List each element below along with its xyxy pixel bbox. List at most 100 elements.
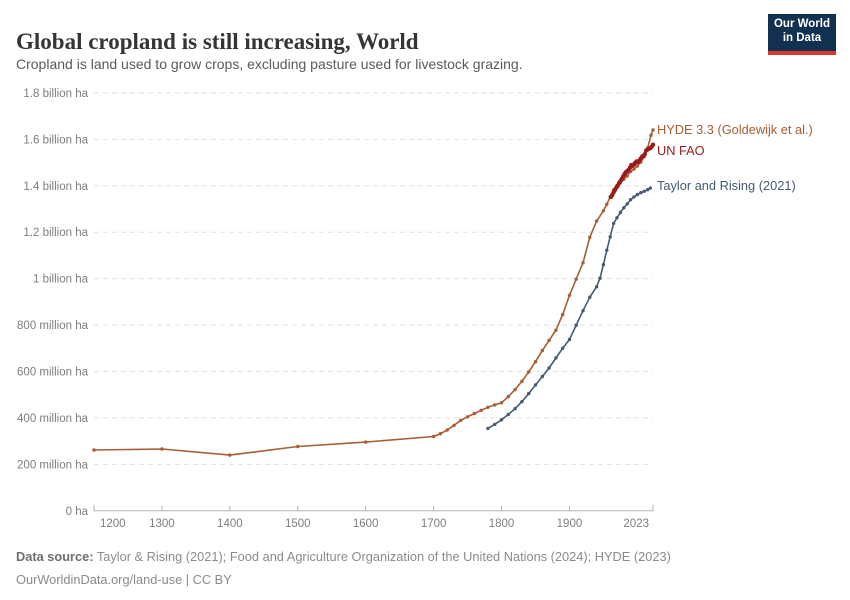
data-point-taylor-and-rising-2021: [605, 248, 609, 252]
data-point-hyde-3-3-goldewijk-et-al: [493, 403, 497, 407]
data-point-hyde-3-3-goldewijk-et-al: [486, 405, 490, 409]
series-line-hyde-3-3-goldewijk-et-al[interactable]: [93, 129, 654, 456]
y-axis-tick-label: 200 million ha: [17, 459, 89, 471]
data-point-hyde-3-3-goldewijk-et-al: [561, 312, 565, 317]
x-axis-tick-label: 2023: [623, 518, 649, 530]
x-axis-tick-label: 1600: [353, 518, 379, 530]
data-point-hyde-3-3-goldewijk-et-al: [296, 444, 300, 449]
data-point-hyde-3-3-goldewijk-et-al: [651, 128, 655, 132]
data-source-label: Data source:: [16, 549, 94, 564]
y-axis-tick-label: 1 billion ha: [33, 274, 89, 286]
data-point-hyde-3-3-goldewijk-et-al: [160, 447, 164, 451]
data-point-taylor-and-rising-2021: [567, 337, 572, 342]
y-axis-tick-label: 400 million ha: [17, 413, 89, 425]
data-point-hyde-3-3-goldewijk-et-al: [506, 394, 510, 399]
data-point-hyde-3-3-goldewijk-et-al: [459, 418, 463, 422]
data-point-taylor-and-rising-2021: [632, 195, 636, 199]
data-point-hyde-3-3-goldewijk-et-al: [364, 440, 368, 444]
x-axis-tick-label: 1900: [557, 518, 583, 530]
data-point-taylor-and-rising-2021: [639, 191, 643, 195]
data-point-taylor-and-rising-2021: [581, 309, 585, 313]
data-point-taylor-and-rising-2021: [628, 198, 633, 202]
data-point-hyde-3-3-goldewijk-et-al: [601, 209, 606, 213]
data-point-hyde-3-3-goldewijk-et-al: [632, 167, 636, 171]
data-point-hyde-3-3-goldewijk-et-al: [228, 453, 232, 457]
x-axis-tick-label: 1300: [149, 518, 175, 530]
data-point-hyde-3-3-goldewijk-et-al: [533, 360, 538, 364]
data-point-taylor-and-rising-2021: [611, 221, 616, 226]
y-axis-tick-label: 1.4 billion ha: [23, 181, 88, 193]
data-point-taylor-and-rising-2021: [574, 323, 578, 327]
data-point-taylor-and-rising-2021: [588, 295, 592, 299]
data-point-hyde-3-3-goldewijk-et-al: [574, 277, 578, 281]
data-point-taylor-and-rising-2021: [601, 263, 606, 267]
data-point-hyde-3-3-goldewijk-et-al: [92, 448, 96, 452]
x-axis-line: [93, 504, 654, 512]
x-axis-tick-label: 1500: [285, 518, 311, 530]
owid-logo-line1: Our World: [773, 18, 830, 30]
data-point-taylor-and-rising-2021: [486, 426, 490, 431]
data-point-hyde-3-3-goldewijk-et-al: [479, 408, 483, 412]
data-point-un-fao: [650, 142, 656, 147]
data-point-taylor-and-rising-2021: [554, 356, 558, 360]
data-point-taylor-and-rising-2021: [645, 188, 650, 192]
x-axis-tick-label: 1200: [100, 518, 126, 530]
data-point-taylor-and-rising-2021: [635, 192, 640, 197]
data-point-taylor-and-rising-2021: [513, 406, 517, 411]
data-point-taylor-and-rising-2021: [622, 206, 626, 210]
data-point-hyde-3-3-goldewijk-et-al: [649, 133, 653, 137]
y-axis-tick-label: 1.6 billion ha: [23, 134, 88, 146]
data-point-hyde-3-3-goldewijk-et-al: [438, 432, 443, 436]
data-point-hyde-3-3-goldewijk-et-al: [588, 235, 592, 239]
data-point-hyde-3-3-goldewijk-et-al: [513, 387, 517, 392]
data-point-taylor-and-rising-2021: [533, 383, 538, 387]
y-axis-tick-label: 800 million ha: [17, 320, 89, 332]
chart-subtitle: Cropland is land used to grow crops, exc…: [16, 56, 523, 72]
data-point-taylor-and-rising-2021: [615, 216, 619, 220]
license-line: OurWorldinData.org/land-use | CC BY: [16, 568, 836, 591]
data-point-hyde-3-3-goldewijk-et-al: [472, 411, 477, 416]
y-axis-tick-label: 0 ha: [66, 506, 89, 518]
data-point-hyde-3-3-goldewijk-et-al: [445, 428, 449, 432]
data-point-taylor-and-rising-2021: [598, 276, 602, 280]
data-point-hyde-3-3-goldewijk-et-al: [499, 401, 504, 405]
data-point-hyde-3-3-goldewijk-et-al: [465, 415, 470, 419]
data-point-taylor-and-rising-2021: [540, 374, 544, 379]
owid-logo: Our World in Data: [768, 14, 836, 55]
data-point-hyde-3-3-goldewijk-et-al: [581, 261, 585, 265]
data-point-hyde-3-3-goldewijk-et-al: [540, 348, 544, 353]
data-point-taylor-and-rising-2021: [642, 189, 646, 193]
chart-title: Global cropland is still increasing, Wor…: [16, 29, 419, 55]
series-label-taylor-and-rising-2021[interactable]: Taylor and Rising (2021): [657, 178, 796, 194]
data-point-taylor-and-rising-2021: [493, 422, 497, 427]
series-label-hyde-3-3-goldewijk-et-al[interactable]: HYDE 3.3 (Goldewijk et al.): [657, 122, 813, 138]
data-point-taylor-and-rising-2021: [520, 400, 524, 404]
data-point-taylor-and-rising-2021: [618, 210, 623, 215]
data-point-un-fao: [642, 152, 647, 157]
x-axis-tick-label: 1800: [489, 518, 515, 530]
data-point-taylor-and-rising-2021: [547, 366, 551, 370]
data-point-hyde-3-3-goldewijk-et-al: [431, 434, 436, 439]
data-point-hyde-3-3-goldewijk-et-al: [567, 293, 572, 297]
chart-footer: Data source: Taylor & Rising (2021); Foo…: [16, 545, 836, 591]
data-point-hyde-3-3-goldewijk-et-al: [452, 423, 456, 428]
data-point-hyde-3-3-goldewijk-et-al: [547, 338, 551, 343]
license-text[interactable]: OurWorldinData.org/land-use | CC BY: [16, 572, 232, 587]
data-point-hyde-3-3-goldewijk-et-al: [594, 219, 599, 223]
x-axis-tick-label: 1400: [217, 518, 243, 530]
data-point-taylor-and-rising-2021: [594, 285, 599, 289]
data-source-text: Taylor & Rising (2021); Food and Agricul…: [93, 549, 671, 564]
data-point-taylor-and-rising-2021: [527, 391, 531, 396]
data-point-taylor-and-rising-2021: [608, 235, 612, 239]
data-point-hyde-3-3-goldewijk-et-al: [605, 202, 609, 206]
data-point-taylor-and-rising-2021: [561, 346, 565, 350]
series-label-un-fao[interactable]: UN FAO: [657, 142, 705, 158]
y-axis-tick-label: 600 million ha: [17, 367, 89, 379]
x-axis-tick-label: 1700: [421, 518, 447, 530]
y-axis-tick-label: 1.8 billion ha: [23, 88, 88, 100]
data-point-taylor-and-rising-2021: [499, 418, 504, 422]
owid-logo-line2: in Data: [782, 32, 822, 44]
data-point-taylor-and-rising-2021: [506, 412, 510, 417]
